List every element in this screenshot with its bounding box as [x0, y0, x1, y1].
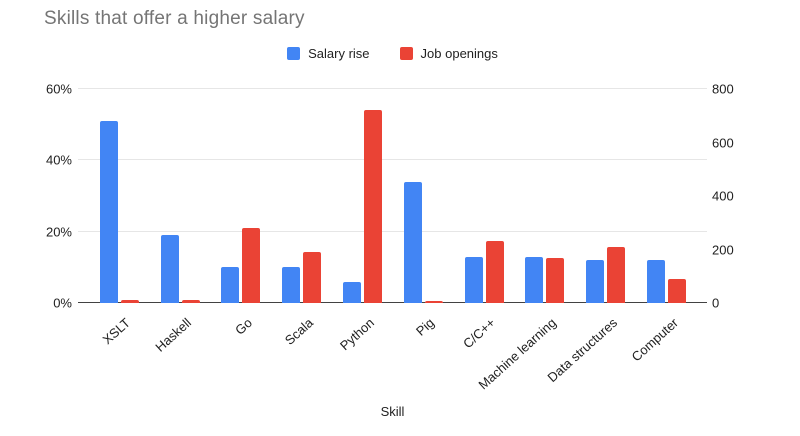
bar-group-xslt: [89, 89, 150, 303]
legend-label: Salary rise: [308, 46, 370, 61]
bar-salary-rise-haskell[interactable]: [160, 235, 179, 303]
bar-job-openings-data-structures[interactable]: [607, 246, 626, 303]
y-tick-right: 200: [712, 242, 734, 257]
bar-group-python: [332, 89, 393, 303]
legend-item-salary-rise[interactable]: Salary rise: [287, 46, 370, 61]
bar-salary-rise-scala[interactable]: [282, 267, 301, 303]
bar-job-openings-pig[interactable]: [424, 301, 443, 303]
legend-label: Job openings: [420, 46, 498, 61]
x-axis-line: [78, 302, 707, 303]
legend: Salary rise Job openings: [78, 46, 707, 61]
y-tick-right: 800: [712, 81, 734, 97]
y-tick-right: 0: [712, 295, 720, 311]
bar-salary-rise-xslt[interactable]: [99, 121, 118, 303]
bar-salary-rise-go[interactable]: [221, 267, 240, 303]
bar-salary-rise-pig[interactable]: [403, 181, 422, 303]
bar-group-go: [211, 89, 272, 303]
gridline: [78, 230, 707, 232]
bar-job-openings-haskell[interactable]: [181, 300, 200, 303]
bar-job-openings-xslt[interactable]: [120, 300, 139, 303]
legend-swatch-salary-rise: [287, 47, 301, 60]
bar-group-machine-learning: [515, 89, 576, 303]
plot-area: [89, 89, 697, 303]
bar-job-openings-c-c[interactable]: [485, 241, 504, 303]
legend-swatch-job-openings: [399, 47, 413, 60]
grid-layer: [78, 88, 707, 303]
y-tick-right: 400: [712, 188, 734, 204]
y-tick-left: 20%: [45, 224, 72, 240]
bar-salary-rise-computer[interactable]: [647, 260, 666, 303]
y-tick-right: 600: [712, 135, 734, 150]
y-tick-left: 40%: [45, 152, 72, 168]
bar-group-pig: [393, 89, 454, 303]
chart-title: Skills that offer a higher salary: [44, 8, 305, 29]
bar-salary-rise-data-structures[interactable]: [586, 260, 605, 303]
bar-salary-rise-python[interactable]: [343, 281, 362, 303]
legend-item-job-openings[interactable]: Job openings: [399, 46, 498, 61]
bar-group-scala: [271, 89, 332, 303]
bar-group-computer: [636, 89, 697, 303]
bar-job-openings-computer[interactable]: [668, 278, 687, 303]
bar-group-data-structures: [575, 89, 636, 303]
y-axis-left: 0% 20% 40% 60%: [0, 82, 72, 311]
x-axis-title: Skill: [380, 404, 405, 419]
y-axis-right: 0 200 400 600 800: [712, 82, 772, 311]
bar-salary-rise-c-c[interactable]: [464, 256, 483, 303]
y-tick-left: 0%: [53, 295, 72, 311]
x-axis-labels: XSLT Haskell Go Scala Python Pig C/C++ Machine …: [89, 309, 697, 392]
bar-job-openings-go[interactable]: [242, 228, 261, 303]
bar-job-openings-python[interactable]: [364, 110, 383, 303]
bar-salary-rise-machine-learning[interactable]: [525, 256, 544, 303]
bar-job-openings-machine-learning[interactable]: [546, 257, 565, 303]
gridline: [78, 88, 707, 89]
bar-job-openings-scala[interactable]: [303, 252, 322, 303]
bar-group-haskell: [150, 89, 211, 303]
y-tick-left: 60%: [45, 81, 72, 97]
gridline: [78, 159, 707, 161]
bar-group-c-c: [454, 89, 515, 303]
